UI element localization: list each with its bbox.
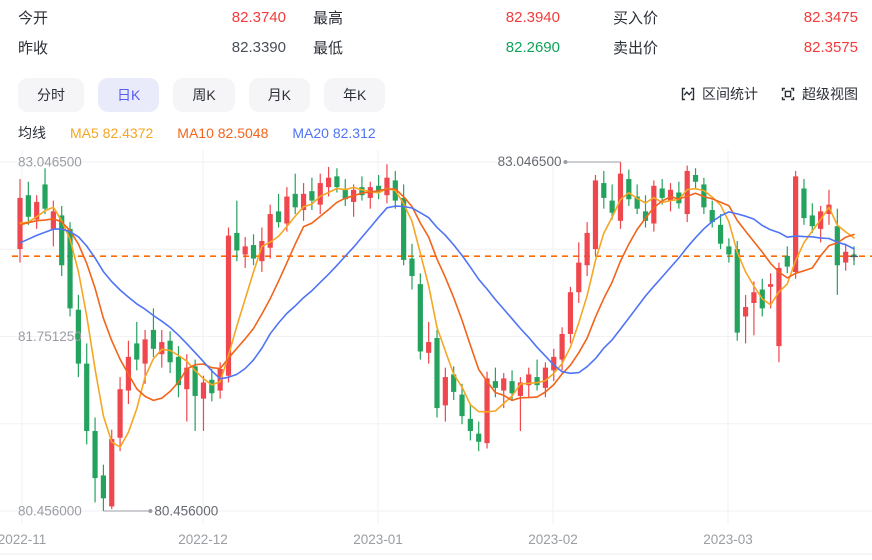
svg-text:2023-03: 2023-03 <box>703 532 753 547</box>
tab-label: 年K <box>343 87 367 103</box>
tab-daily-k[interactable]: 日K <box>98 78 160 112</box>
stat-value: 82.3475 <box>803 8 858 26</box>
stats-column-bid-ask: 买入价 82.3475 卖出价 82.3575 <box>613 6 858 58</box>
svg-text:81.751250: 81.751250 <box>18 329 82 344</box>
svg-text:83.046500: 83.046500 <box>18 155 82 170</box>
stat-value: 82.2690 <box>505 38 560 56</box>
tab-label: 月K <box>267 87 292 103</box>
svg-text:80.456000: 80.456000 <box>154 504 218 519</box>
stats-column-open-prev: 今开 82.3740 昨收 82.3390 <box>18 6 286 58</box>
stat-label: 今开 <box>18 9 49 27</box>
candlestick-chart[interactable]: 83.046500 81.751250 80.456000 2022-11 2022-1… <box>0 146 872 560</box>
svg-text:83.046500: 83.046500 <box>498 154 562 169</box>
stat-ask-price: 卖出价 82.3575 <box>613 36 858 58</box>
ma-legend: 均线 MA5 82.4372 MA10 82.5048 MA20 82.312 <box>18 123 376 143</box>
stat-label: 最低 <box>313 39 344 57</box>
period-tabs: 分时 日K 周K 月K 年K <box>18 78 386 112</box>
stat-low: 最低 82.2690 <box>313 36 560 58</box>
stat-label: 最高 <box>313 9 344 27</box>
tab-label: 分时 <box>37 87 65 103</box>
stat-value: 82.3740 <box>231 8 286 26</box>
ma5-legend-value: MA5 82.4372 <box>70 125 154 141</box>
stat-value: 82.3390 <box>231 38 286 56</box>
chart-tools: 区间统计 超级视图 <box>680 84 858 104</box>
range-statistics-button[interactable]: 区间统计 <box>680 84 758 104</box>
stat-high: 最高 82.3940 <box>313 6 560 28</box>
stat-label: 卖出价 <box>613 39 659 57</box>
svg-text:2022-11: 2022-11 <box>0 532 46 547</box>
tool-label: 区间统计 <box>702 86 758 102</box>
stat-label: 昨收 <box>18 39 49 57</box>
stat-label: 买入价 <box>613 9 659 27</box>
tool-label: 超级视图 <box>802 86 858 102</box>
tab-monthly-k[interactable]: 月K <box>248 78 311 112</box>
ma20-legend-value: MA20 82.312 <box>292 125 376 141</box>
stat-value: 82.3940 <box>505 8 560 26</box>
stat-bid-price: 买入价 82.3475 <box>613 6 858 28</box>
tab-weekly-k[interactable]: 周K <box>173 78 235 112</box>
ma-legend-title: 均线 <box>18 125 46 141</box>
ma10-legend-value: MA10 82.5048 <box>177 125 269 141</box>
super-view-icon <box>780 86 796 102</box>
tab-minute[interactable]: 分时 <box>18 78 84 112</box>
svg-text:2023-01: 2023-01 <box>353 532 403 547</box>
stats-column-high-low: 最高 82.3940 最低 82.2690 <box>313 6 560 58</box>
stat-today-open: 今开 82.3740 <box>18 6 286 28</box>
range-stats-icon <box>680 86 696 102</box>
svg-text:80.456000: 80.456000 <box>18 504 82 519</box>
svg-text:2023-02: 2023-02 <box>528 532 578 547</box>
tab-yearly-k[interactable]: 年K <box>324 78 386 112</box>
super-view-button[interactable]: 超级视图 <box>780 84 858 104</box>
tab-label: 日K <box>117 87 141 103</box>
stat-value: 82.3575 <box>803 38 858 56</box>
svg-text:2022-12: 2022-12 <box>178 532 228 547</box>
stat-prev-close: 昨收 82.3390 <box>18 36 286 58</box>
tab-label: 周K <box>192 87 216 103</box>
